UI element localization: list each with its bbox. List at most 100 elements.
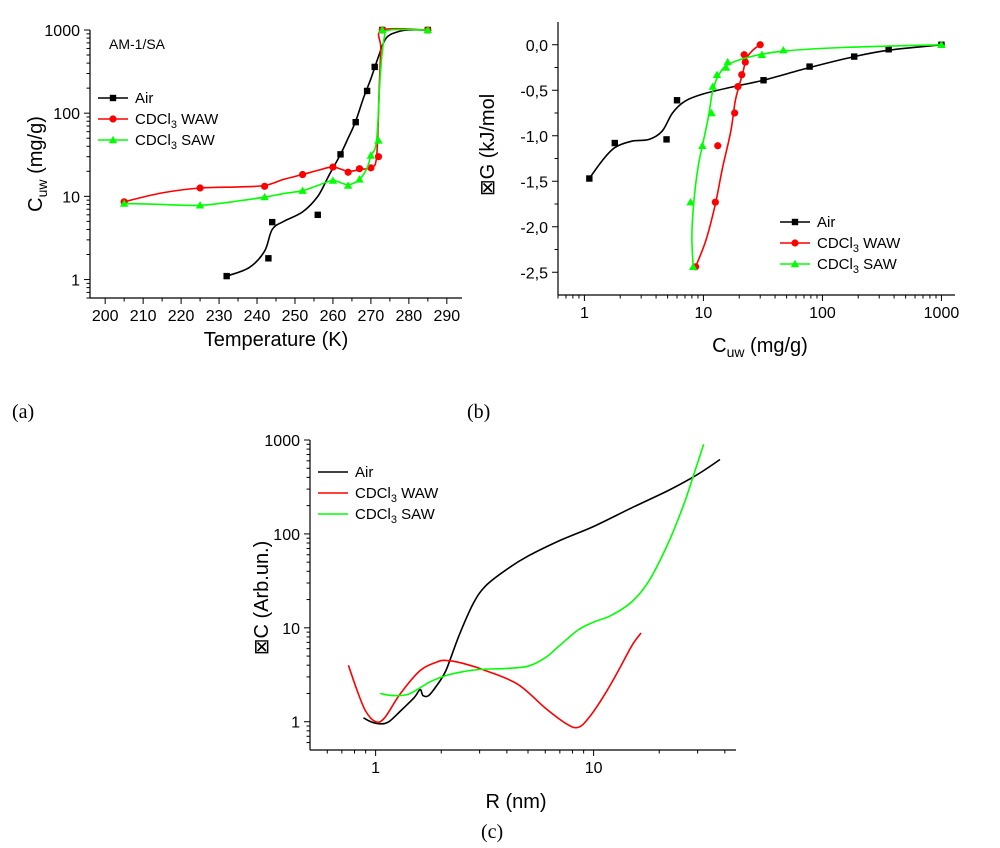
panel-a-legend-label-1-text: CDCl xyxy=(135,111,171,128)
panel-a-data-point xyxy=(344,168,352,176)
panel-a-y-tick-label: 1 xyxy=(71,273,80,290)
panel-b-data-point xyxy=(688,262,698,270)
panel-a-data-point xyxy=(366,151,376,159)
panel-b-data-point xyxy=(757,50,767,58)
panel-b-y-tick-label: -2,0 xyxy=(520,220,548,237)
panel-a-y-tick-label: 100 xyxy=(53,106,80,123)
panel-c-x-tick-label: 10 xyxy=(585,760,603,777)
panel-b-data-point xyxy=(760,77,767,84)
panel-a-data-point xyxy=(223,272,230,280)
panel-a-data-point xyxy=(265,255,272,262)
panel-c-legend-label-0: Air xyxy=(355,464,373,481)
panel-b-data-point xyxy=(851,53,858,60)
panel-b-legend-label-2-post: SAW xyxy=(859,256,898,273)
panel-a-data-point xyxy=(298,186,307,194)
panel-c-legend-label-1-post: WAW xyxy=(397,485,439,502)
panel-b-data-point xyxy=(731,109,739,117)
panel-a-data-point xyxy=(378,25,387,34)
panel-a-data-point xyxy=(328,176,338,184)
panel-a-legend-marker-1 xyxy=(109,115,117,123)
panel-b-data-point xyxy=(937,40,946,48)
panel-a-x-tick-label: 240 xyxy=(244,308,271,325)
panel-b-data-point xyxy=(756,41,764,49)
panel-b-legend-label-1-sub: 3 xyxy=(853,243,859,255)
panel-c-legend-label-2-text: CDCl xyxy=(355,506,391,523)
panel-a-data-point xyxy=(374,153,383,161)
panel-b-series-1 xyxy=(692,41,764,271)
panel-a-x-tick-label: 280 xyxy=(396,308,423,325)
panel-b-data-point xyxy=(586,175,593,182)
panel-a-data-point xyxy=(195,201,205,209)
panel-b-data-point xyxy=(611,139,618,147)
panel-b-legend-marker-2 xyxy=(790,259,800,268)
panel-a-x-tick-label: 250 xyxy=(282,308,309,325)
panel-b-legend-label-1: CDCl3 WAW xyxy=(817,235,901,255)
panel-b-series-line xyxy=(588,44,942,179)
panel-b-legend-label-1-post: WAW xyxy=(859,235,901,252)
panel-a-legend-label-2-text: CDCl xyxy=(135,132,171,149)
panel-a-tag: (a) xyxy=(12,401,34,423)
panel-a-legend-label-0: Air xyxy=(135,90,153,107)
panel-a-x-tick-label: 230 xyxy=(206,308,233,325)
panel-b-data-point xyxy=(698,141,707,149)
panel-c-y-tick-label: 1 xyxy=(291,715,300,732)
panel-a-data-point xyxy=(298,170,307,179)
panel-c-legend-label-0-text: Air xyxy=(355,464,373,481)
panel-c-series-line xyxy=(380,444,705,697)
panel-b-y-tick-label: -1,0 xyxy=(520,129,548,146)
panel-b-data-point xyxy=(806,63,813,70)
panel-a-legend-label-2-post: SAW xyxy=(177,132,216,149)
panel-a-x-tick-label: 220 xyxy=(168,308,195,325)
panel-a-legend-label-1-post: WAW xyxy=(177,111,219,128)
panel-a-data-point xyxy=(374,136,383,144)
panel-b-data-point xyxy=(711,198,719,206)
panel-c-legend-label-2-sub: 3 xyxy=(391,514,397,526)
panel-a-legend-label-2: CDCl3 SAW xyxy=(135,132,216,152)
panel-b-data-point xyxy=(779,46,788,54)
panel-b-legend-label-2: CDCl3 SAW xyxy=(817,256,898,276)
panel-a-data-point xyxy=(314,211,321,219)
panel-b-legend-label-0: Air xyxy=(817,214,835,231)
panel-a-legend-marker-2 xyxy=(108,135,118,144)
panel-c-x-axis-title: R (nm) xyxy=(485,791,546,813)
panel-b-x-tick-label: 1 xyxy=(580,305,589,322)
panel-a-y-axis-title-main: C xyxy=(25,197,47,211)
panel-a-series-line xyxy=(226,29,428,277)
panel-c-legend-label-1-text: CDCl xyxy=(355,485,391,502)
panel-b-x-axis-title: Cuw (mg/g) xyxy=(712,335,808,360)
panel-a-series-2 xyxy=(119,25,433,209)
panel-c-y-axis-title: ⊠C (Arb.un.) xyxy=(251,541,273,656)
panel-c-y-tick-label: 100 xyxy=(273,527,300,544)
panel-a-data-point xyxy=(260,192,269,201)
panel-c-series-2 xyxy=(380,444,705,697)
panel-a-legend-marker-0 xyxy=(109,94,117,102)
panel-b-data-point xyxy=(714,142,722,150)
panel-b-legend-label-2-sub: 3 xyxy=(853,264,859,276)
panel-b-x-tick-label: 10 xyxy=(695,305,713,322)
panel-b-data-point xyxy=(740,51,748,59)
panel-b-tag: (b) xyxy=(467,401,490,423)
panel-b-data-point xyxy=(885,46,892,53)
panel-a-x-tick-label: 270 xyxy=(358,308,385,325)
panel-b-data-point xyxy=(734,83,742,91)
panel-a-data-point xyxy=(423,25,433,34)
panel-c-legend-label-2: CDCl3 SAW xyxy=(355,506,436,526)
panel-a-data-point xyxy=(269,218,276,226)
panel-a-legend-label-1-sub: 3 xyxy=(171,119,177,131)
panel-a-x-axis-title: Temperature (K) xyxy=(204,329,349,351)
panel-b-y-tick-label: -1,5 xyxy=(520,174,548,191)
panel-c-tag: (c) xyxy=(481,821,503,843)
panel-b-series-2 xyxy=(686,40,946,270)
panel-b: 1 10 100 1000 -2,5 -2,0 -1,5 -1,0 -0,5 0,0 Air CDCl… xyxy=(477,22,959,360)
panel-a-x-tick-label: 200 xyxy=(92,308,119,325)
panel-a-series-line xyxy=(124,28,428,207)
panel-a-data-point xyxy=(261,182,269,190)
panel-b-legend-label-1-text: CDCl xyxy=(817,235,853,252)
panel-b-data-point xyxy=(673,97,681,104)
panel-b-series-line xyxy=(694,44,761,268)
panel-a-data-point xyxy=(355,165,364,173)
panel-c-legend-label-1-sub: 3 xyxy=(391,493,397,505)
panel-b-data-point xyxy=(738,71,746,79)
